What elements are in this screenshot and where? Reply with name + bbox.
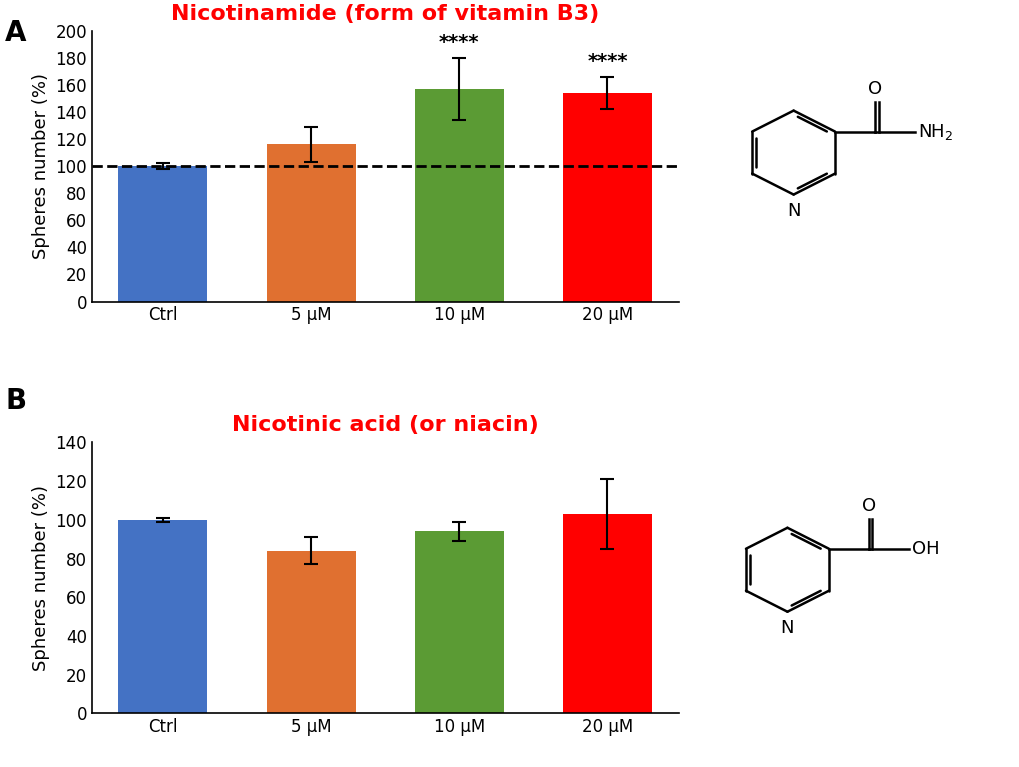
Text: ****: **** <box>587 52 627 71</box>
Text: NH$_2$: NH$_2$ <box>917 122 952 142</box>
Bar <box>266 144 356 301</box>
Text: B: B <box>5 387 26 416</box>
Title: Nicotinic acid (or niacin): Nicotinic acid (or niacin) <box>231 415 538 436</box>
Text: O: O <box>861 497 875 515</box>
Bar <box>415 89 503 301</box>
Text: O: O <box>867 80 881 97</box>
Y-axis label: Spheres number (%): Spheres number (%) <box>32 485 50 671</box>
Bar <box>118 166 207 301</box>
Text: A: A <box>5 19 26 48</box>
Bar <box>118 520 207 713</box>
Y-axis label: Spheres number (%): Spheres number (%) <box>32 73 50 259</box>
Bar <box>562 514 651 713</box>
Title: Nicotinamide (form of vitamin B3): Nicotinamide (form of vitamin B3) <box>171 4 599 24</box>
Text: N: N <box>780 619 794 637</box>
Text: ****: **** <box>438 33 479 52</box>
Text: OH: OH <box>911 540 938 558</box>
Bar <box>266 551 356 713</box>
Bar <box>562 93 651 301</box>
Text: N: N <box>786 202 800 220</box>
Bar <box>415 532 503 713</box>
